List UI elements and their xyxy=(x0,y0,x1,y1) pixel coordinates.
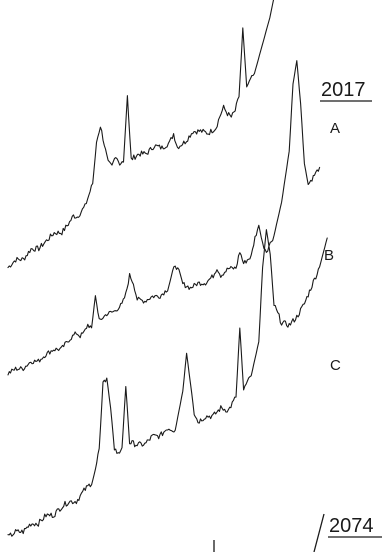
range-label-bottom: 2074 xyxy=(329,515,374,537)
range-tick-slash xyxy=(313,513,325,552)
trace-a xyxy=(7,0,275,269)
range-label-top: 2017 xyxy=(321,79,366,101)
series-label-b: B xyxy=(324,247,334,264)
series-label-c: C xyxy=(330,357,341,374)
trace-c xyxy=(7,229,328,537)
trace-group xyxy=(7,0,328,537)
series-label-a: A xyxy=(330,120,340,137)
trace-b xyxy=(7,60,321,376)
